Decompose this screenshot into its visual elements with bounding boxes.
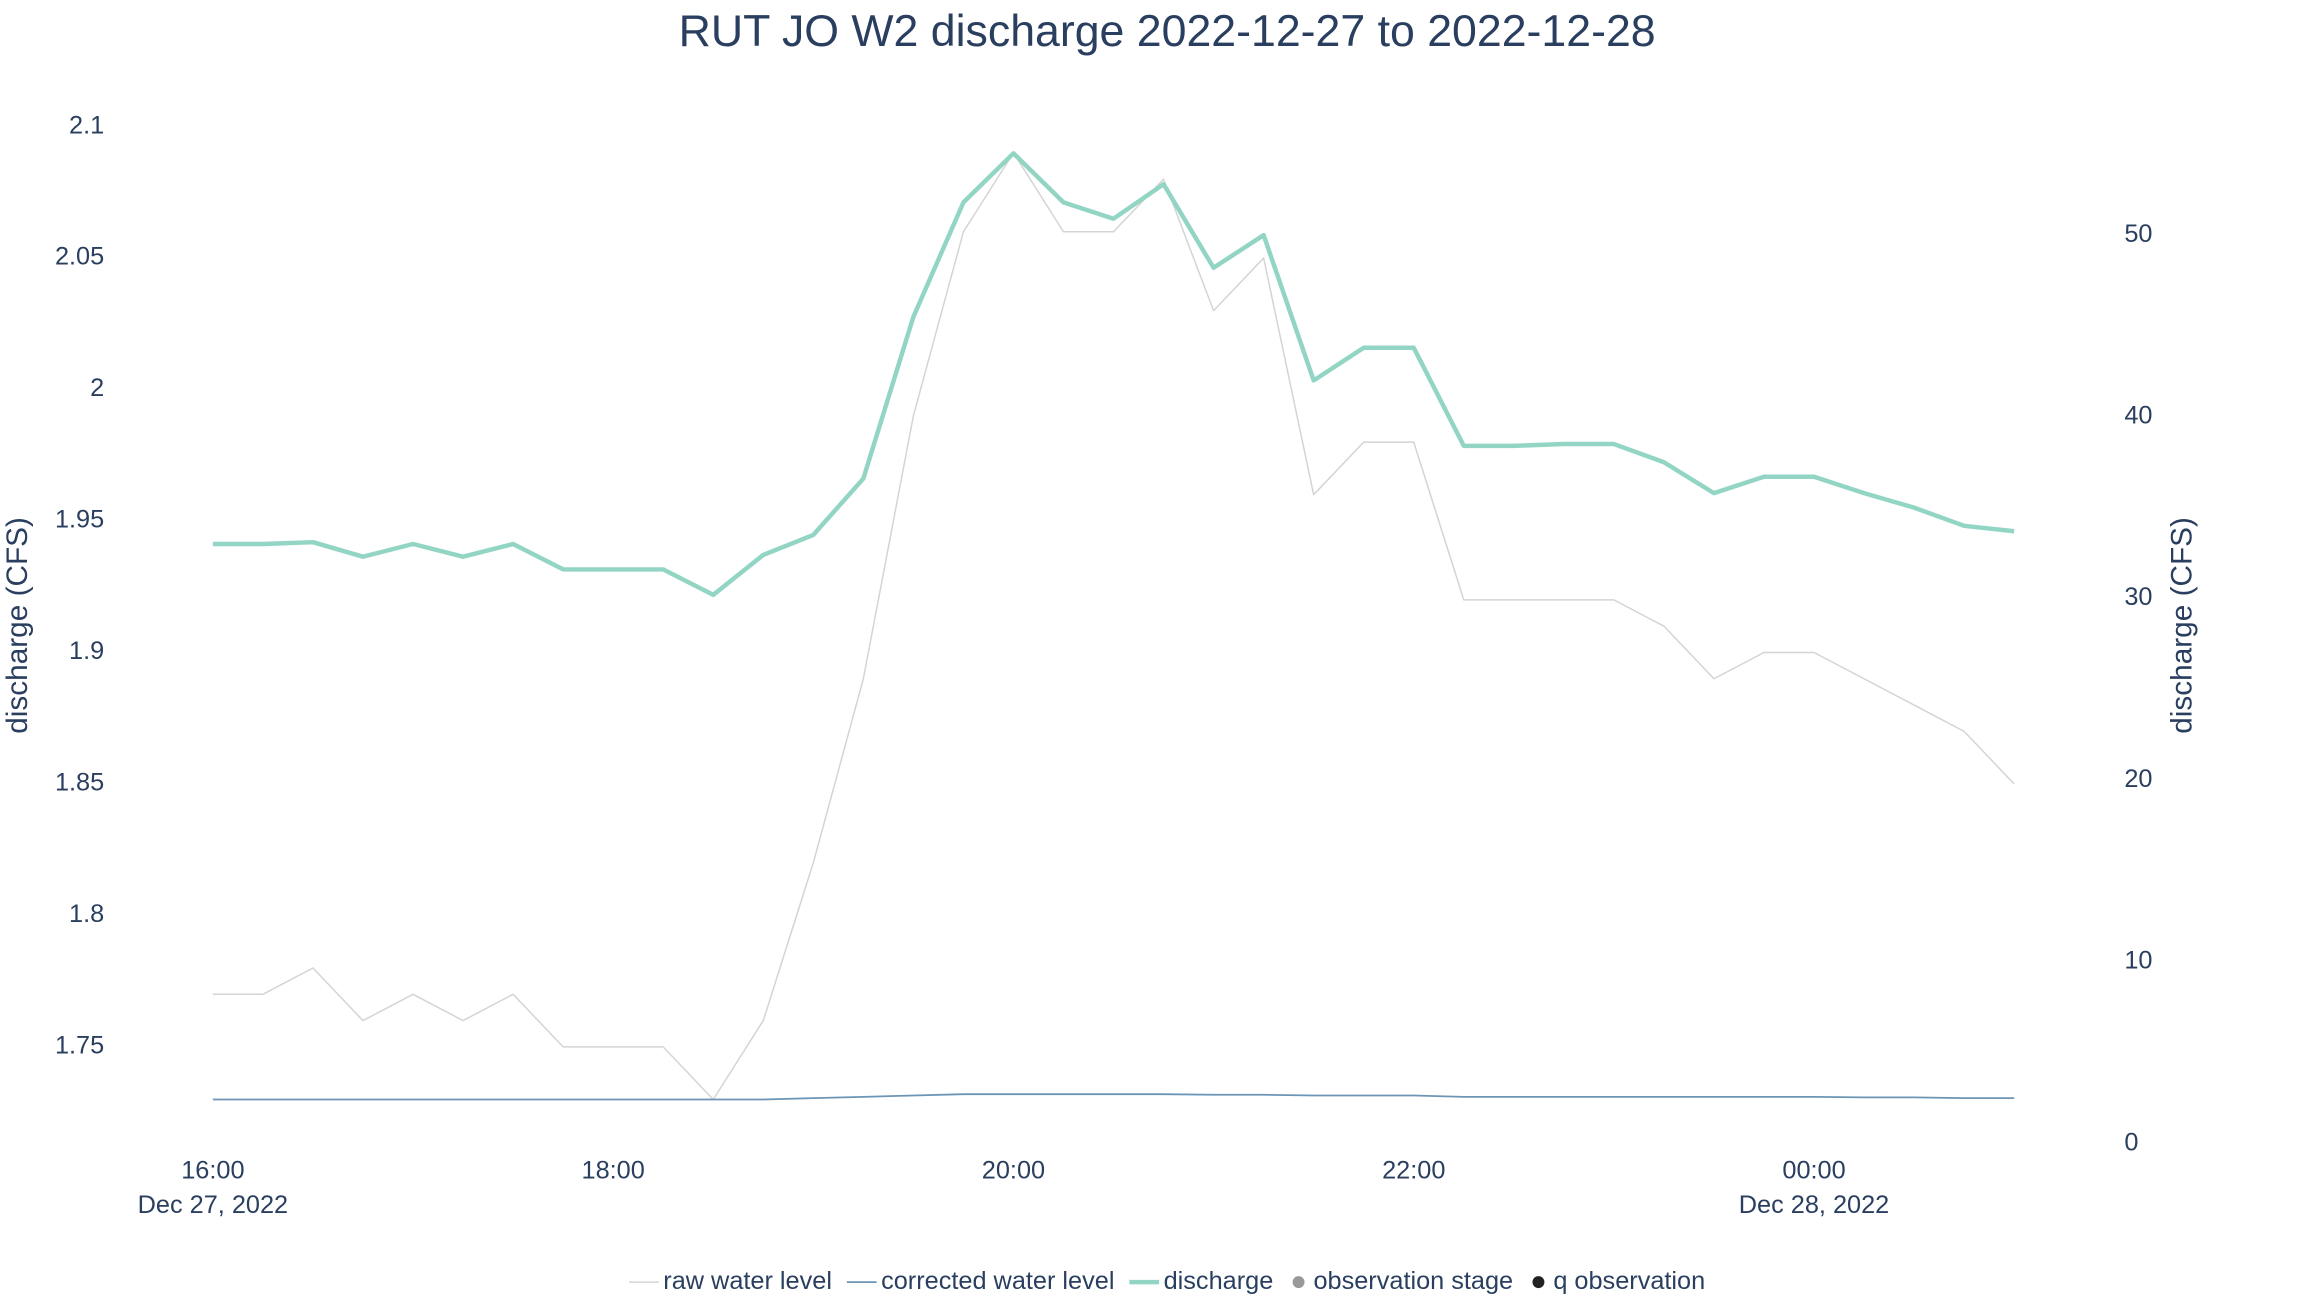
y2-tick-label: 10	[2124, 947, 2152, 975]
x-tick-label: 18:00	[582, 1157, 645, 1185]
series-line	[212, 1093, 2015, 1101]
x-tick-label: 16:00	[181, 1157, 244, 1185]
y-tick-label: 2.1	[69, 111, 104, 139]
y2-tick-label: 40	[2124, 401, 2152, 429]
x-tick-date-label: Dec 28, 2022	[1739, 1191, 1889, 1219]
y2-axis-label: discharge (CFS)	[2166, 517, 2199, 734]
y-tick-label: 1.8	[69, 900, 104, 928]
x-tick-label: 20:00	[982, 1157, 1045, 1185]
y2-tick-label: 50	[2124, 220, 2152, 248]
y-tick-label: 2	[90, 374, 104, 402]
y-tick-label: 1.75	[55, 1032, 104, 1060]
series-line	[212, 151, 2015, 598]
x-tick-label: 22:00	[1382, 1157, 1445, 1185]
y-tick-label: 1.95	[55, 506, 104, 534]
legend-label: discharge	[1164, 1267, 1274, 1295]
y-tick-label: 1.9	[69, 637, 104, 665]
legend-label: q observation	[1553, 1267, 1705, 1295]
series-line	[212, 152, 2015, 1101]
x-tick-label: 00:00	[1782, 1157, 1845, 1185]
legend-label: observation stage	[1313, 1267, 1513, 1295]
y-tick-label: 2.05	[55, 243, 104, 271]
legend-label: corrected water level	[881, 1267, 1114, 1295]
y2-tick-label: 0	[2124, 1128, 2138, 1156]
legend-swatch	[1292, 1276, 1305, 1289]
legend-label: raw water level	[663, 1267, 832, 1295]
y-axis-label: discharge (CFS)	[1, 517, 34, 734]
y2-tick-label: 20	[2124, 765, 2152, 793]
legend-swatch	[1532, 1276, 1545, 1289]
y2-tick-label: 30	[2124, 583, 2152, 611]
chart-title: RUT JO W2 discharge 2022-12-27 to 2022-1…	[679, 7, 1656, 56]
y-tick-label: 1.85	[55, 769, 104, 797]
x-tick-date-label: Dec 27, 2022	[138, 1191, 288, 1219]
